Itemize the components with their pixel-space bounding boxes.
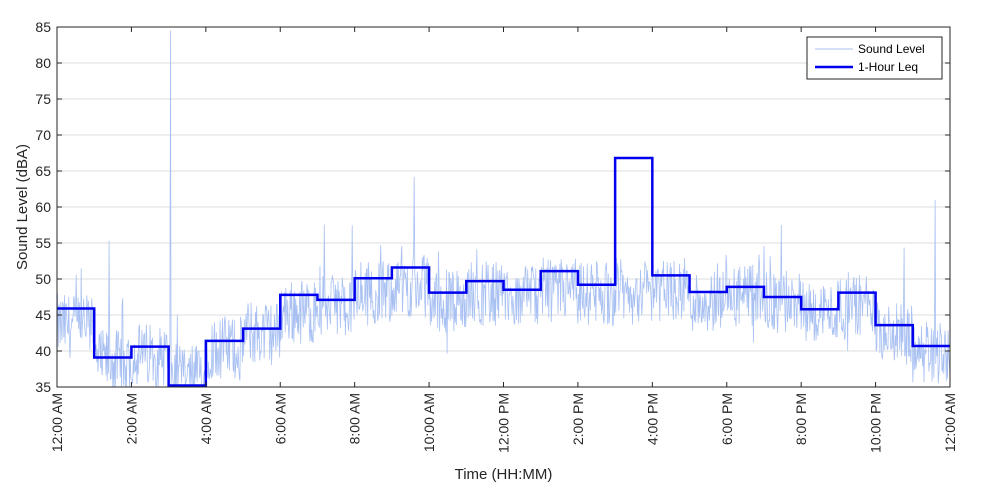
legend-box [806, 36, 943, 80]
legend-label-leq: 1-Hour Leq [858, 60, 918, 74]
leq-series [57, 156, 950, 387]
x-tick-label: 4:00 AM [198, 393, 214, 444]
x-tick-label: 8:00 AM [347, 393, 363, 444]
x-tick-label: 8:00 PM [793, 393, 809, 445]
x-tick-label: 10:00 AM [421, 393, 437, 452]
y-tick-label: 40 [35, 343, 51, 359]
y-tick-label: 55 [35, 235, 51, 251]
y-tick-label: 75 [35, 91, 51, 107]
x-tick-label: 6:00 AM [272, 393, 288, 444]
y-tick-label: 65 [35, 163, 51, 179]
x-tick-label: 10:00 PM [868, 393, 884, 453]
y-axis-ticks: 35 40 45 50 55 60 65 70 75 80 85 [35, 19, 950, 395]
sound-level-line [56, 30, 951, 388]
x-tick-label: 4:00 PM [644, 393, 660, 445]
y-tick-label: 35 [35, 379, 51, 395]
x-tick-label: 2:00 PM [570, 393, 586, 445]
x-tick-label: 12:00 AM [942, 393, 958, 452]
y-tick-label: 60 [35, 199, 51, 215]
y-tick-label: 85 [35, 19, 51, 35]
x-tick-label: 12:00 AM [49, 393, 65, 452]
leq-step-line [57, 156, 950, 387]
y-tick-label: 50 [35, 271, 51, 287]
y-tick-label: 70 [35, 127, 51, 143]
y-tick-label: 45 [35, 307, 51, 323]
y-tick-label: 80 [35, 55, 51, 71]
legend: Sound Level 1-Hour Leq [806, 36, 943, 80]
sound-level-series [56, 30, 951, 388]
x-axis-title: Time (HH:MM) [455, 466, 553, 483]
x-tick-label: 12:00 PM [496, 393, 512, 453]
legend-label-sound-level: Sound Level [858, 42, 925, 56]
y-axis-title: Sound Level (dBA) [14, 144, 31, 270]
x-axis-ticks: 12:00 AM 2:00 AM 4:00 AM 6:00 AM 8:00 AM 10:0… [49, 27, 958, 453]
x-tick-label: 6:00 PM [719, 393, 735, 445]
x-tick-label: 2:00 AM [123, 393, 139, 444]
